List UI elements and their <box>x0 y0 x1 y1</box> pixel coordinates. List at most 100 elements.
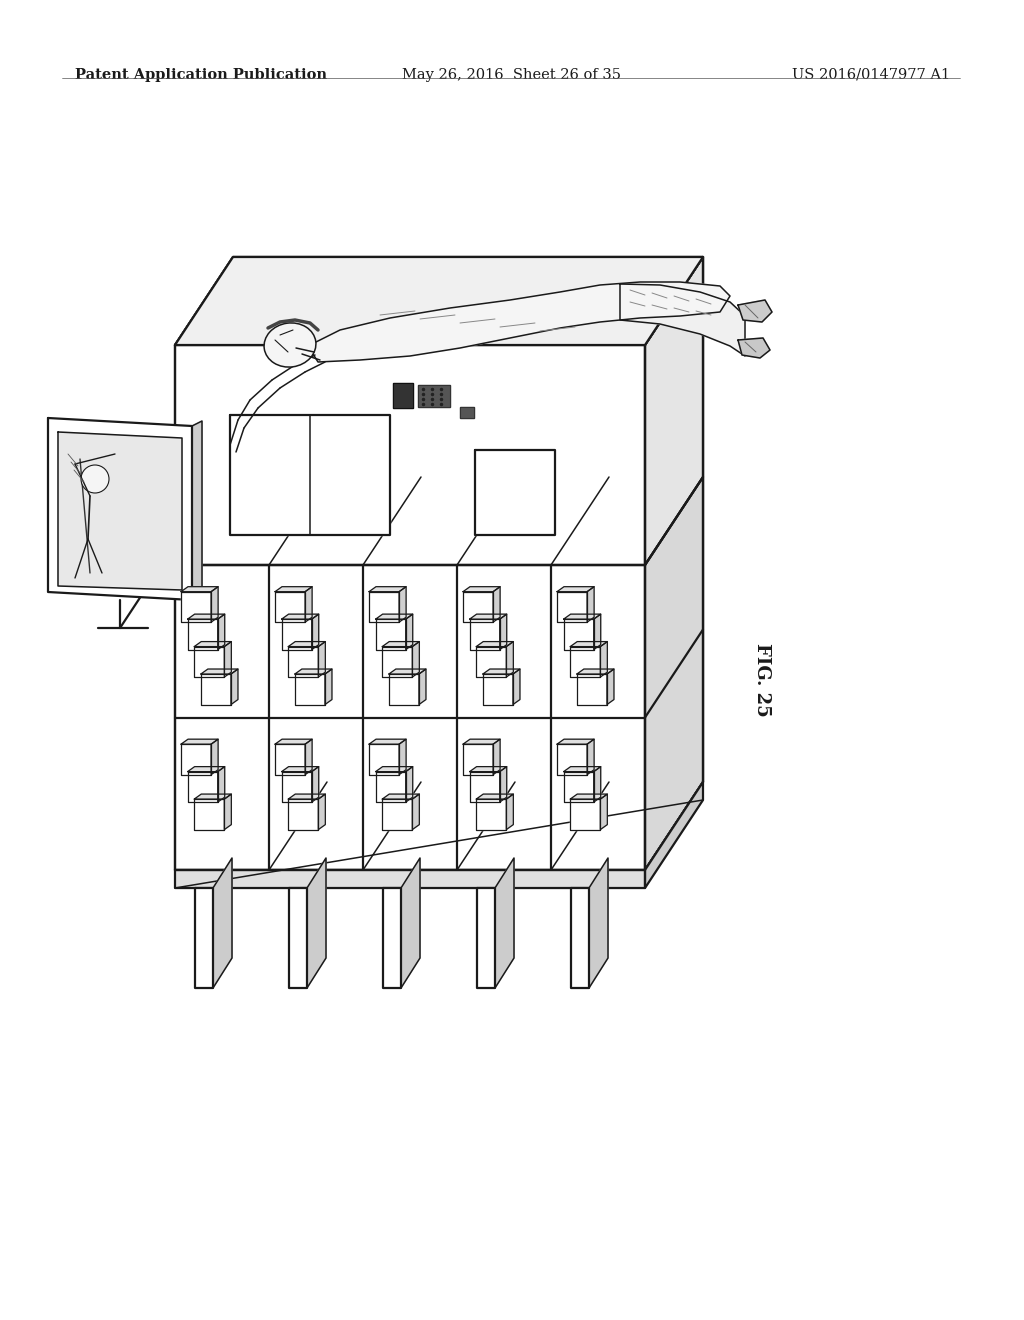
Polygon shape <box>181 739 218 744</box>
Polygon shape <box>470 614 507 619</box>
Polygon shape <box>389 669 426 675</box>
Polygon shape <box>557 739 594 744</box>
Polygon shape <box>218 614 224 649</box>
Polygon shape <box>476 642 513 647</box>
Polygon shape <box>211 739 218 775</box>
Polygon shape <box>376 767 413 772</box>
Polygon shape <box>195 642 231 647</box>
Polygon shape <box>571 888 589 987</box>
Polygon shape <box>175 565 645 870</box>
Polygon shape <box>175 257 703 345</box>
Text: Patent Application Publication: Patent Application Publication <box>75 69 327 82</box>
Polygon shape <box>195 795 231 799</box>
Polygon shape <box>399 739 407 775</box>
Polygon shape <box>600 795 607 829</box>
Polygon shape <box>513 669 520 705</box>
Polygon shape <box>483 669 520 675</box>
Polygon shape <box>382 795 420 799</box>
Polygon shape <box>418 385 450 407</box>
Polygon shape <box>399 586 407 622</box>
Polygon shape <box>369 739 407 744</box>
Polygon shape <box>645 257 703 565</box>
Polygon shape <box>376 619 406 649</box>
Polygon shape <box>470 772 500 803</box>
Polygon shape <box>275 586 312 591</box>
Polygon shape <box>311 767 318 803</box>
Polygon shape <box>382 799 413 829</box>
Polygon shape <box>195 888 213 987</box>
Polygon shape <box>369 591 399 622</box>
Polygon shape <box>557 586 594 591</box>
Polygon shape <box>282 767 318 772</box>
Polygon shape <box>406 614 413 649</box>
Polygon shape <box>563 767 601 772</box>
Text: FIG. 25: FIG. 25 <box>753 643 771 717</box>
Polygon shape <box>175 345 645 565</box>
Polygon shape <box>213 858 232 987</box>
Polygon shape <box>201 669 238 675</box>
Polygon shape <box>181 591 211 622</box>
Polygon shape <box>195 799 224 829</box>
Polygon shape <box>495 858 514 987</box>
Polygon shape <box>175 870 645 888</box>
Ellipse shape <box>264 323 316 367</box>
Polygon shape <box>305 586 312 622</box>
Polygon shape <box>463 739 500 744</box>
Polygon shape <box>587 586 594 622</box>
Polygon shape <box>288 795 326 799</box>
Polygon shape <box>305 739 312 775</box>
Polygon shape <box>587 739 594 775</box>
Polygon shape <box>187 619 218 649</box>
Polygon shape <box>401 858 420 987</box>
Polygon shape <box>393 383 413 408</box>
Polygon shape <box>476 799 506 829</box>
Polygon shape <box>589 858 608 987</box>
Polygon shape <box>295 669 332 675</box>
Polygon shape <box>500 614 507 649</box>
Polygon shape <box>369 744 399 775</box>
Polygon shape <box>470 767 507 772</box>
Polygon shape <box>288 647 318 677</box>
Polygon shape <box>318 642 326 677</box>
Polygon shape <box>600 642 607 677</box>
Polygon shape <box>58 432 182 590</box>
Polygon shape <box>181 586 218 591</box>
Polygon shape <box>175 257 703 345</box>
Polygon shape <box>307 858 326 987</box>
Text: May 26, 2016  Sheet 26 of 35: May 26, 2016 Sheet 26 of 35 <box>402 69 622 82</box>
Polygon shape <box>275 591 305 622</box>
Polygon shape <box>376 772 406 803</box>
Polygon shape <box>570 642 607 647</box>
Polygon shape <box>376 614 413 619</box>
Polygon shape <box>389 675 419 705</box>
Polygon shape <box>738 300 772 322</box>
Polygon shape <box>494 739 500 775</box>
Circle shape <box>81 465 109 492</box>
Polygon shape <box>645 257 703 870</box>
Polygon shape <box>506 642 513 677</box>
Polygon shape <box>563 614 601 619</box>
Polygon shape <box>476 647 506 677</box>
Polygon shape <box>594 614 601 649</box>
Polygon shape <box>288 642 326 647</box>
Polygon shape <box>282 619 311 649</box>
Polygon shape <box>325 669 332 705</box>
Polygon shape <box>295 675 325 705</box>
Polygon shape <box>577 669 614 675</box>
Polygon shape <box>463 744 494 775</box>
Polygon shape <box>218 767 224 803</box>
Polygon shape <box>382 642 420 647</box>
Polygon shape <box>476 795 513 799</box>
Polygon shape <box>369 586 407 591</box>
Polygon shape <box>470 619 500 649</box>
Polygon shape <box>193 421 202 601</box>
Polygon shape <box>195 647 224 677</box>
Polygon shape <box>311 614 318 649</box>
Polygon shape <box>506 795 513 829</box>
Polygon shape <box>620 284 745 356</box>
Polygon shape <box>463 591 494 622</box>
Polygon shape <box>494 586 500 622</box>
Polygon shape <box>577 675 607 705</box>
Polygon shape <box>406 767 413 803</box>
Polygon shape <box>211 586 218 622</box>
